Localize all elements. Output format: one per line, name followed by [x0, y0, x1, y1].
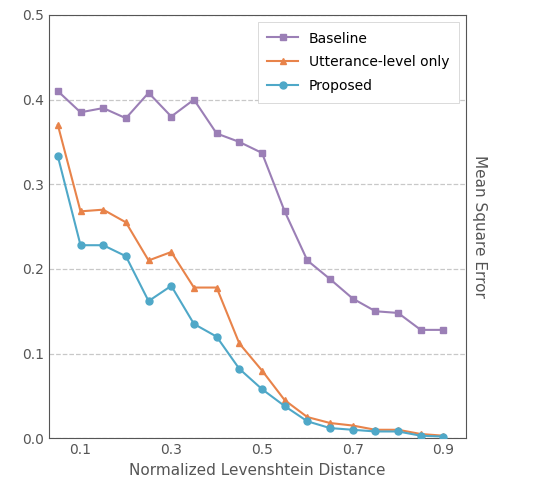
Proposed [122, 253, 129, 259]
Proposed [145, 298, 152, 304]
Baseline [100, 105, 106, 111]
Baseline [417, 327, 424, 333]
Baseline [168, 114, 175, 120]
Baseline [327, 276, 333, 282]
Proposed [417, 433, 424, 439]
Utterance-level only [259, 368, 265, 374]
Proposed [372, 428, 379, 434]
Utterance-level only [281, 397, 288, 403]
Proposed [214, 334, 220, 340]
Proposed [304, 418, 311, 424]
Utterance-level only [122, 219, 129, 225]
Baseline [236, 139, 243, 145]
Proposed [259, 386, 265, 392]
Proposed [168, 283, 175, 289]
Line: Baseline: Baseline [54, 88, 447, 333]
Utterance-level only [440, 433, 447, 439]
Utterance-level only [145, 257, 152, 263]
Utterance-level only [168, 249, 175, 255]
Proposed [55, 153, 61, 159]
Baseline [372, 308, 379, 314]
Proposed [78, 242, 84, 248]
Utterance-level only [304, 414, 311, 420]
Line: Proposed: Proposed [54, 153, 447, 440]
Baseline [259, 150, 265, 156]
Baseline [281, 208, 288, 214]
Proposed [440, 434, 447, 440]
Utterance-level only [372, 427, 379, 433]
Baseline [440, 327, 447, 333]
Legend: Baseline, Utterance-level only, Proposed: Baseline, Utterance-level only, Proposed [257, 22, 459, 103]
Proposed [395, 428, 401, 434]
Utterance-level only [417, 431, 424, 437]
Baseline [191, 97, 197, 103]
Utterance-level only [395, 427, 401, 433]
Utterance-level only [191, 284, 197, 290]
Utterance-level only [55, 122, 61, 128]
Utterance-level only [236, 341, 243, 347]
Proposed [236, 366, 243, 372]
Utterance-level only [78, 208, 84, 214]
Utterance-level only [100, 207, 106, 213]
X-axis label: Normalized Levenshtein Distance: Normalized Levenshtein Distance [129, 463, 386, 478]
Utterance-level only [350, 422, 356, 428]
Proposed [191, 321, 197, 327]
Utterance-level only [214, 284, 220, 290]
Utterance-level only [327, 420, 333, 426]
Proposed [350, 427, 356, 433]
Proposed [100, 242, 106, 248]
Baseline [395, 310, 401, 316]
Y-axis label: Mean Square Error: Mean Square Error [472, 155, 487, 298]
Proposed [327, 425, 333, 431]
Proposed [281, 403, 288, 409]
Baseline [122, 115, 129, 121]
Baseline [55, 88, 61, 94]
Line: Utterance-level only: Utterance-level only [54, 122, 447, 439]
Baseline [78, 109, 84, 115]
Baseline [350, 296, 356, 302]
Baseline [214, 130, 220, 136]
Baseline [304, 257, 311, 263]
Baseline [145, 90, 152, 96]
